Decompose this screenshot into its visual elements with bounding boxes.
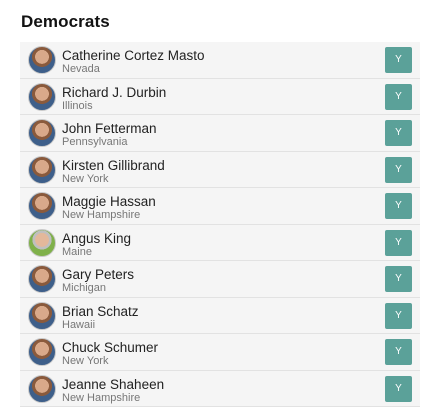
senator-name: Richard J. Durbin [62,84,167,100]
senator-avatar [28,82,56,111]
senator-name: Gary Peters [62,267,135,282]
senator-avatar [28,155,56,184]
senator-name: Chuck Schumer [62,340,159,355]
senator-list: Catherine Cortez Masto Nevada Y Richard … [20,42,420,407]
senator-avatar [28,46,56,74]
senator-state: Hawaii [62,318,96,331]
senator-name: Maggie Hassan [62,194,156,209]
senator-state: New Hampshire [62,209,141,221]
vote-badge: Y [385,83,412,110]
senator-avatar [28,119,56,147]
senator-name: Angus King [62,230,132,246]
senator-state: New York [62,172,109,185]
senator-name: Jeanne Shaheen [62,376,165,392]
vote-badge: Y [385,302,412,329]
senator-avatar [28,265,56,293]
senator-row: Catherine Cortez Masto Nevada Y [20,42,420,79]
senator-state: Michigan [62,282,107,294]
senator-row: Richard J. Durbin Illinois Y [20,78,420,115]
vote-badge: Y [385,339,412,365]
vote-badge: Y [385,156,412,183]
senator-avatar [28,228,56,257]
senator-state: Pennsylvania [62,136,128,148]
senator-state: Nevada [62,63,100,75]
senator-row: Kirsten Gillibrand New York Y [20,151,420,188]
vote-badge: Y [385,193,412,219]
senator-row: John Fetterman Pennsylvania Y [20,115,420,152]
senator-row: Maggie Hassan New Hampshire Y [20,188,420,225]
senator-row: Jeanne Shaheen New Hampshire Y [20,370,420,407]
senator-state: Illinois [62,99,93,112]
senator-row: Gary Peters Michigan Y [20,261,420,298]
senator-avatar [28,338,56,366]
senator-row: Brian Schatz Hawaii Y [20,297,420,334]
vote-badge: Y [385,47,412,73]
vote-badge: Y [385,229,412,256]
senator-avatar [28,192,56,220]
senator-avatar [28,374,56,403]
senator-name: John Fetterman [62,121,157,136]
vote-badge: Y [385,120,412,146]
senator-avatar [28,301,56,330]
vote-badge: Y [385,266,412,292]
vote-badge: Y [385,375,412,402]
senator-state: New Hampshire [62,391,141,404]
senator-row: Angus King Maine Y [20,224,420,261]
senator-state: New York [62,355,109,367]
senator-name: Kirsten Gillibrand [62,157,165,173]
senator-name: Brian Schatz [62,303,139,319]
party-heading: Democrats [21,12,110,31]
senator-name: Catherine Cortez Masto [62,48,205,63]
senator-row: Chuck Schumer New York Y [20,334,420,371]
senator-state: Maine [62,245,92,258]
